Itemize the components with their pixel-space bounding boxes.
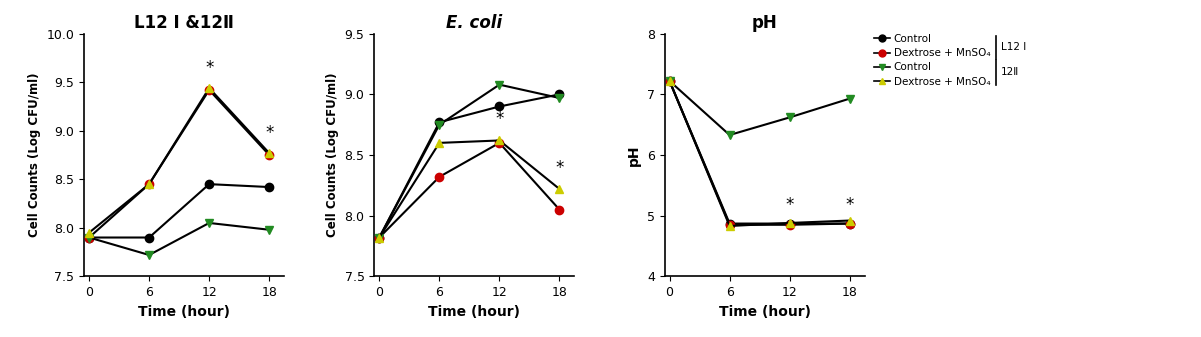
Text: *: *	[265, 124, 274, 143]
Text: *: *	[846, 196, 854, 214]
Title: pH: pH	[752, 14, 777, 32]
Y-axis label: Cell Counts (Log CFU/ml): Cell Counts (Log CFU/ml)	[325, 73, 339, 237]
Title: E. coli: E. coli	[447, 14, 502, 32]
Y-axis label: pH: pH	[627, 144, 641, 166]
Text: *: *	[205, 59, 214, 78]
Y-axis label: Cell Counts (Log CFU/ml): Cell Counts (Log CFU/ml)	[28, 73, 41, 237]
X-axis label: Time (hour): Time (hour)	[429, 305, 520, 318]
Text: *: *	[555, 159, 563, 177]
X-axis label: Time (hour): Time (hour)	[138, 305, 231, 318]
Text: L12 I: L12 I	[1002, 42, 1027, 52]
Legend: Control, Dextrose + MnSO₄, Control, Dextrose + MnSO₄: Control, Dextrose + MnSO₄, Control, Dext…	[874, 34, 991, 87]
Text: 12Ⅱ: 12Ⅱ	[1002, 67, 1020, 77]
Title: L12 I &12Ⅱ: L12 I &12Ⅱ	[135, 14, 234, 32]
Text: *: *	[785, 196, 794, 214]
X-axis label: Time (hour): Time (hour)	[718, 305, 811, 318]
Text: *: *	[495, 110, 503, 128]
